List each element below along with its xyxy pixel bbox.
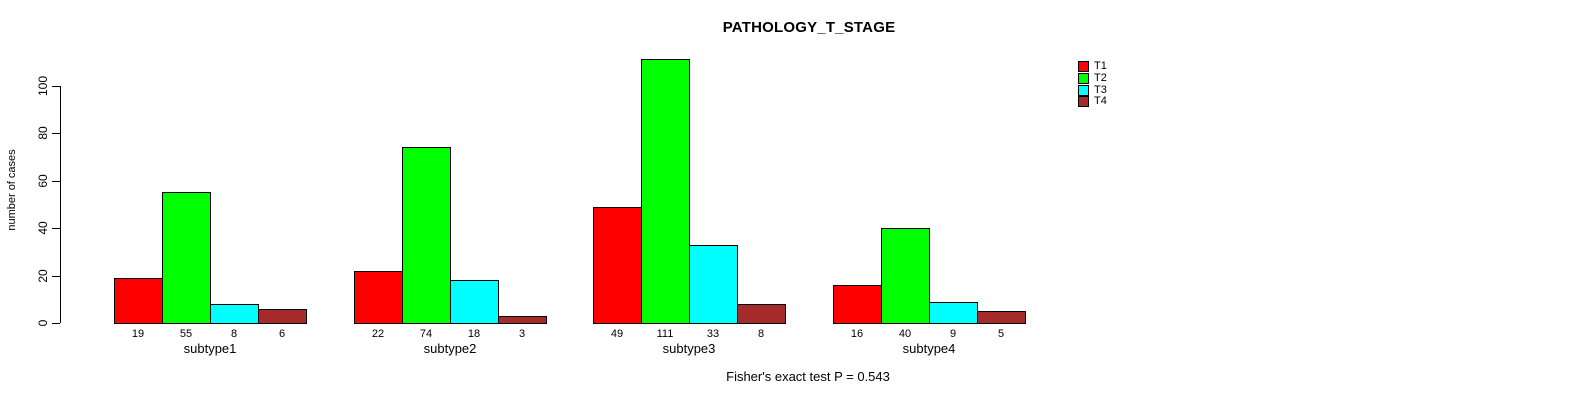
bar-subtype2-T2 (402, 147, 451, 324)
legend-label-T4: T4 (1094, 95, 1107, 107)
category-label-subtype3: subtype3 (662, 341, 716, 356)
y-axis-tick (52, 181, 60, 182)
bar-value-label: 74 (419, 328, 433, 340)
bar-subtype4-T2 (881, 228, 930, 324)
bar-subtype3-T2 (641, 59, 690, 324)
bar-subtype2-T4 (498, 316, 547, 324)
category-label-subtype2: subtype2 (423, 341, 477, 356)
bar-value-label: 19 (131, 328, 145, 340)
y-axis-tick (52, 133, 60, 134)
legend-label-T1: T1 (1094, 60, 1107, 72)
bar-value-label: 55 (179, 328, 193, 340)
bar-value-label: 8 (230, 328, 238, 340)
bar-value-label: 111 (656, 328, 674, 340)
bar-value-label: 18 (467, 328, 481, 340)
y-axis-tick (52, 323, 60, 324)
y-axis-tick-label: 60 (36, 174, 50, 188)
legend-swatch-T4 (1078, 96, 1089, 107)
category-label-subtype1: subtype1 (183, 341, 237, 356)
y-axis-title: number of cases (6, 149, 18, 231)
bar-subtype2-T1 (354, 271, 403, 324)
y-axis-tick-label: 0 (36, 319, 50, 327)
legend-label-T2: T2 (1094, 72, 1107, 84)
bar-subtype1-T2 (162, 192, 211, 324)
chart-title: PATHOLOGY_T_STAGE (722, 19, 896, 36)
bar-subtype3-T3 (689, 245, 738, 324)
bar-subtype1-T4 (258, 309, 307, 324)
bar-subtype4-T1 (833, 285, 882, 324)
bar-value-label: 9 (949, 328, 957, 340)
y-axis-tick-label: 100 (36, 75, 50, 97)
legend-swatch-T1 (1078, 61, 1089, 72)
bar-value-label: 6 (278, 328, 286, 340)
legend-swatch-T3 (1078, 85, 1089, 96)
fisher-test-label: Fisher's exact test P = 0.543 (726, 369, 890, 384)
bar-value-label: 5 (997, 328, 1005, 340)
bar-value-label: 49 (610, 328, 624, 340)
bar-value-label: 3 (518, 328, 526, 340)
category-label-subtype4: subtype4 (902, 341, 956, 356)
bar-subtype3-T1 (593, 207, 642, 324)
bar-subtype1-T3 (210, 304, 259, 324)
legend-label-T3: T3 (1094, 84, 1107, 96)
y-axis-tick-label: 40 (36, 221, 50, 235)
bar-subtype1-T1 (114, 278, 163, 324)
y-axis-tick-label: 20 (36, 269, 50, 283)
y-axis-tick (52, 86, 60, 87)
bar-subtype4-T4 (977, 311, 1026, 324)
bar-value-label: 8 (757, 328, 765, 340)
bar-subtype3-T4 (737, 304, 786, 324)
bar-value-label: 40 (898, 328, 912, 340)
legend-swatch-T2 (1078, 73, 1089, 84)
bar-subtype2-T3 (450, 280, 499, 324)
y-axis-tick (52, 276, 60, 277)
y-axis-line (60, 86, 61, 323)
bar-subtype4-T3 (929, 302, 978, 324)
bar-value-label: 22 (371, 328, 385, 340)
y-axis-tick-label: 80 (36, 126, 50, 140)
bar-value-label: 16 (850, 328, 864, 340)
y-axis-tick (52, 228, 60, 229)
bar-value-label: 33 (706, 328, 720, 340)
